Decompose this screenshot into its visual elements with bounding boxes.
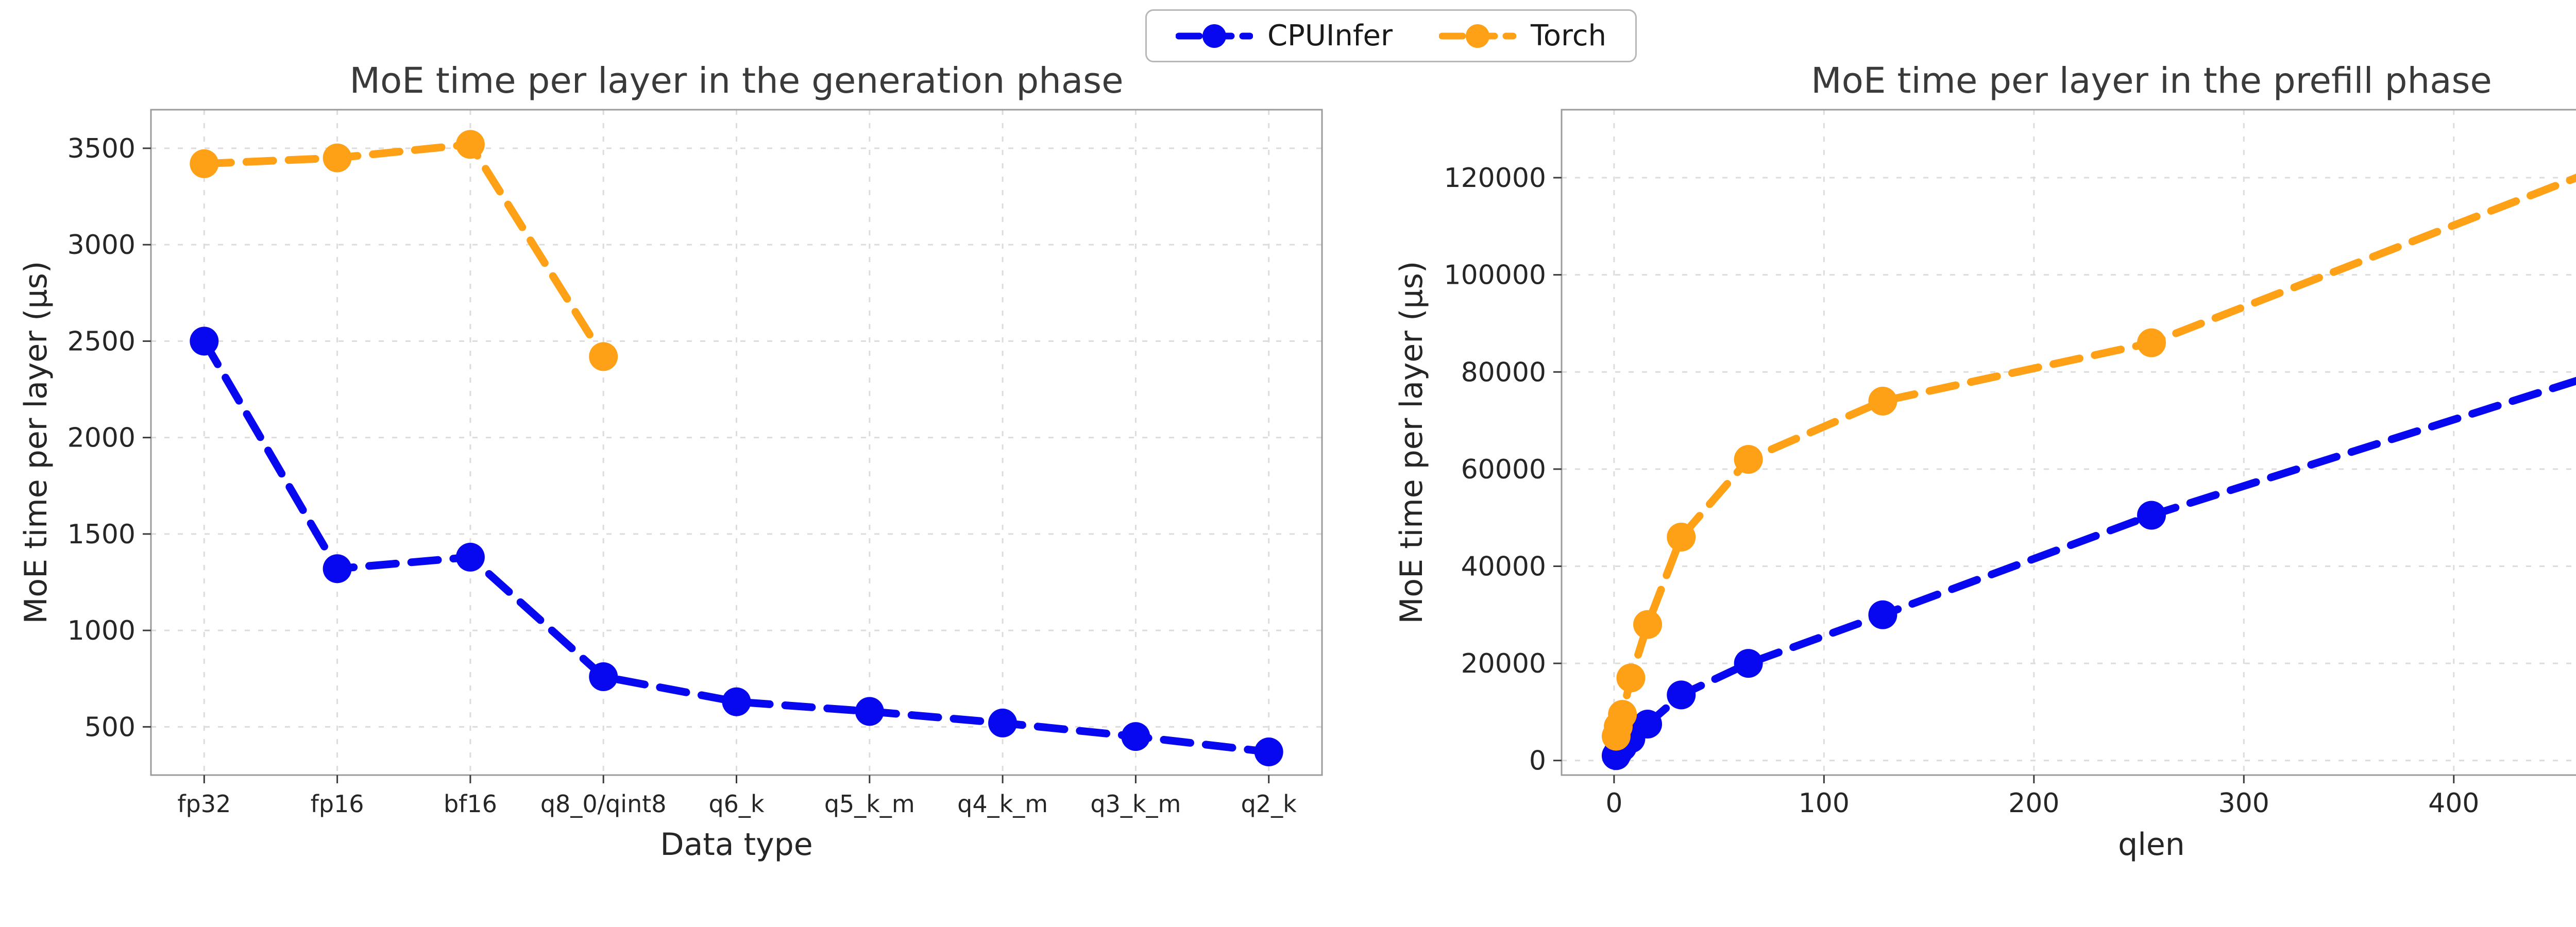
x-tick-label: 200 [2008,788,2059,819]
data-point-cpuinfer [988,708,1018,737]
legend-item-torch: Torch [1439,19,1606,53]
data-point-torch [455,130,485,159]
chart-title: MoE time per layer in the prefill phase [1811,60,2492,101]
legend-label-cpuinfer: CPUInfer [1267,19,1393,53]
data-point-torch [323,143,352,173]
x-tick-label: q2_k [1241,790,1297,818]
data-point-cpuinfer [855,697,884,726]
y-axis-label: MoE time per layer (μs) [1394,261,1430,624]
y-axis-label: MoE time per layer (μs) [18,261,54,624]
y-tick-label: 40000 [1461,551,1546,582]
x-tick-label: fp32 [177,790,231,818]
series-line-cpuinfer [1612,376,2576,760]
data-point-torch [1608,700,1637,729]
data-point-cpuinfer [722,687,751,716]
y-tick-label: 1500 [67,519,135,550]
data-point-torch [1868,386,1897,416]
y-tick-label: 2500 [67,326,135,357]
y-tick-label: 60000 [1461,454,1546,485]
x-tick-label: q8_0/qint8 [540,790,667,818]
legend-item-cpuinfer: CPUInfer [1175,19,1393,53]
y-tick-label: 20000 [1461,648,1546,679]
series-line-torch [200,140,607,360]
x-tick-label: q4_k_m [957,790,1048,818]
data-point-cpuinfer [589,662,618,692]
data-point-cpuinfer [1734,649,1763,678]
y-tick-label: 120000 [1444,163,1546,194]
data-point-cpuinfer [1121,722,1150,751]
x-tick-label: bf16 [444,790,497,818]
data-point-cpuinfer [1868,600,1897,629]
x-tick-label: 400 [2428,788,2479,819]
y-tick-label: 1000 [67,615,135,646]
y-tick-label: 3000 [67,230,135,261]
y-tick-label: 500 [84,712,135,743]
generation-phase-chart: fp32 fp16 bf16 q8_0/qint8 q6_k q5_k_m q4_k_m q3… [18,60,1323,863]
data-point-torch [190,149,219,178]
data-point-cpuinfer [190,327,219,356]
x-axis-label: qlen [2118,827,2185,863]
data-point-torch [2137,328,2166,357]
data-point-cpuinfer [323,554,352,583]
data-point-cpuinfer [1633,709,1663,739]
data-point-cpuinfer [2137,501,2166,530]
x-tick-label: 0 [1605,788,1622,819]
legend-line-sample-torch-icon [1439,24,1517,48]
series-line-cpuinfer [200,337,1273,756]
x-tick-label: 100 [1799,788,1850,819]
plot-border [1561,109,2576,776]
x-tick-label: q6_k [708,790,764,818]
x-tick-label: 300 [2218,788,2269,819]
chart-title: MoE time per layer in the generation pha… [349,60,1123,101]
y-tick-label: 0 [1529,746,1546,777]
legend-label-torch: Torch [1531,19,1607,53]
series-line-torch [1612,174,2576,741]
y-tick-label: 100000 [1444,260,1546,291]
data-point-cpuinfer [1254,737,1283,767]
data-point-torch [1734,445,1763,474]
legend: CPUInfer Torch [1145,9,1637,62]
legend-line-sample-cpuinfer-icon [1175,24,1253,48]
prefill-phase-chart: 0100200300400500020000400006000080000100… [1394,60,2576,863]
x-axis-label: Data type [660,827,812,863]
y-tick-label: 3500 [67,133,135,164]
data-point-cpuinfer [455,542,485,572]
data-point-torch [1667,522,1696,552]
y-tick-label: 80000 [1461,357,1546,388]
data-point-torch [1616,663,1646,693]
x-tick-label: q3_k_m [1090,790,1181,818]
y-tick-label: 2000 [67,423,135,454]
data-point-torch [589,342,618,371]
data-point-cpuinfer [1667,680,1696,710]
data-point-torch [1633,610,1663,639]
x-tick-label: q5_k_m [824,790,915,818]
x-tick-label: fp16 [311,790,364,818]
